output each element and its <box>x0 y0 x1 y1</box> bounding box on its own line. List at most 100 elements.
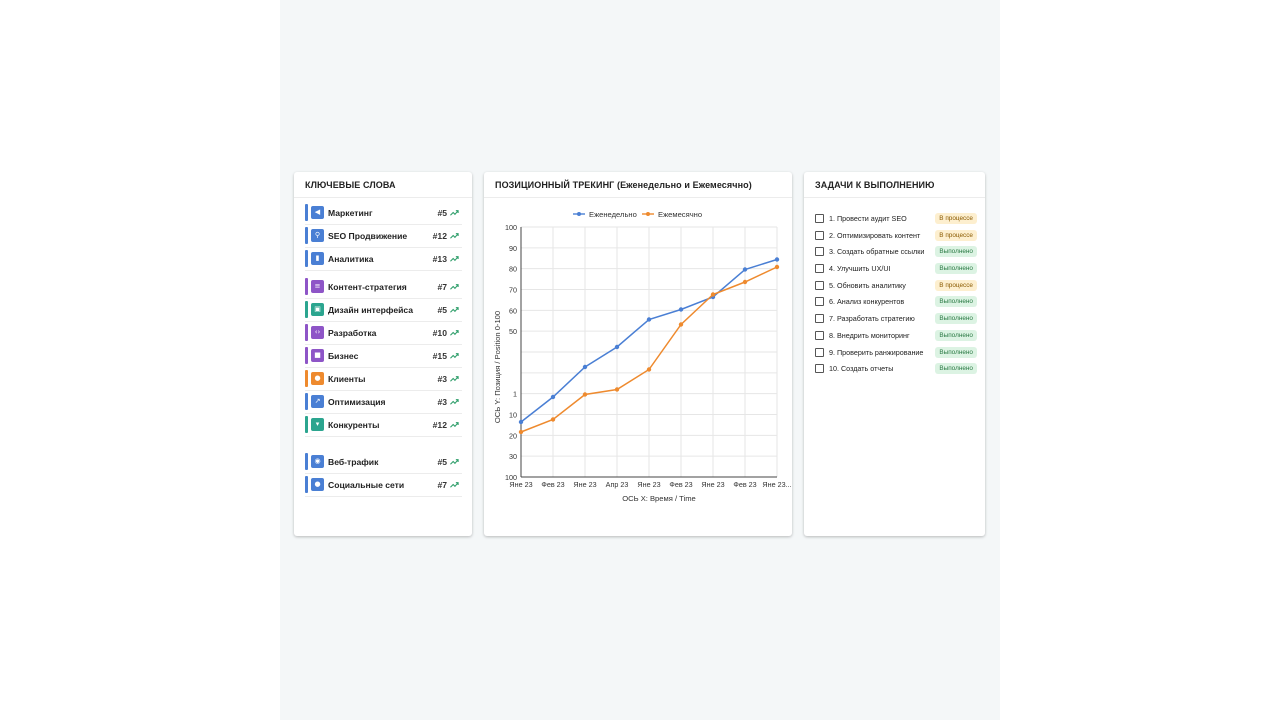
legend-marker <box>646 212 650 216</box>
task-status-badge: Выполнено <box>935 263 977 275</box>
task-item: 10. Создать отчеты Выполнено <box>815 362 977 379</box>
trending-up-icon <box>450 330 459 336</box>
keyword-rank: #12 <box>432 231 447 241</box>
task-checkbox[interactable] <box>815 264 824 274</box>
keyword-item[interactable]: ‹› Разработка #10 <box>305 322 462 345</box>
task-label: 2. Оптимизировать контент <box>829 230 921 240</box>
keyword-accent-bar <box>305 324 308 341</box>
tasks-title: ЗАДАЧИ К ВЫПОЛНЕНИЮ <box>804 172 985 198</box>
trending-up-icon <box>450 210 459 216</box>
trending-up-icon <box>450 353 459 359</box>
keyword-item[interactable]: ◀ Маркетинг #5 <box>305 202 462 225</box>
trending-icon: ↗ <box>311 395 324 408</box>
task-label: 9. Проверить ранжирование <box>829 347 924 357</box>
data-point <box>550 394 556 400</box>
data-point <box>518 419 524 425</box>
data-point <box>614 344 620 350</box>
trending-up-icon <box>450 376 459 382</box>
keyword-item[interactable]: ▮ Аналитика #13 <box>305 248 462 271</box>
x-tick-label: Яне 23 <box>509 480 532 489</box>
task-checkbox[interactable] <box>815 330 824 340</box>
legend-label: Ежемесячно <box>658 210 702 219</box>
tasks-list: 1. Провести аудит SEO В процессе 2. Оптими… <box>815 212 977 379</box>
trending-up-icon <box>450 399 459 405</box>
keyword-rank: #5 <box>437 457 447 467</box>
task-checkbox[interactable] <box>815 364 824 374</box>
keyword-accent-bar <box>305 204 308 221</box>
y-tick-label: 1 <box>513 390 517 399</box>
trending-up-icon <box>450 482 459 488</box>
position-tracking-card: ПОЗИЦИОННЫЙ ТРЕКИНГ (Еженедельно и Ежеме… <box>484 172 792 536</box>
keyword-item[interactable]: ≡ Контент-стратегия #7 <box>305 276 462 299</box>
x-tick-label: Яне 23 <box>637 480 660 489</box>
document-icon: ≡ <box>311 280 324 293</box>
task-checkbox[interactable] <box>815 347 824 357</box>
keyword-label: Маркетинг <box>328 208 373 218</box>
task-label: 5. Обновить аналитику <box>829 280 906 290</box>
task-label: 4. Улучшить UX/UI <box>829 264 891 274</box>
search-icon: ⚲ <box>311 229 324 242</box>
keyword-item[interactable]: ● Клиенты #3 <box>305 368 462 391</box>
task-checkbox[interactable] <box>815 230 824 240</box>
keyword-label: Конкуренты <box>328 420 380 430</box>
task-status-badge: Выполнено <box>935 363 977 375</box>
task-label: 8. Внедрить мониторинг <box>829 330 910 340</box>
keyword-label: Дизайн интерфейса <box>328 305 414 315</box>
keyword-accent-bar <box>305 278 308 295</box>
keyword-rank: #7 <box>437 282 447 292</box>
trending-up-icon <box>450 422 459 428</box>
keyword-item[interactable]: ↗ Оптимизация #3 <box>305 391 462 414</box>
keyword-label: Аналитика <box>328 254 374 264</box>
keyword-label: Оптимизация <box>328 397 386 407</box>
keyword-item[interactable]: ■ Бизнес #15 <box>305 345 462 368</box>
keyword-item[interactable]: ◉ Веб-трафик #5 <box>305 451 462 474</box>
data-point <box>742 267 748 272</box>
task-checkbox[interactable] <box>815 247 824 257</box>
keyword-rank: #13 <box>432 254 447 264</box>
keywords-card: КЛЮЧЕВЫЕ СЛОВА ◀ Маркетинг #5 ⚲ SEO Продвиже… <box>294 172 472 536</box>
keyword-rank: #12 <box>432 420 447 430</box>
keywords-list: ◀ Маркетинг #5 ⚲ SEO Продвижение #12 ▮ Аналитик… <box>305 202 462 497</box>
keyword-rank: #3 <box>437 397 447 407</box>
x-tick-label: Апр 23 <box>606 480 629 489</box>
data-point <box>518 429 524 435</box>
keyword-item[interactable]: ⚲ SEO Продвижение #12 <box>305 225 462 248</box>
y-tick-label: 80 <box>509 265 517 274</box>
keyword-label: Контент-стратегия <box>328 282 407 292</box>
y-tick-label: 60 <box>509 306 517 315</box>
task-label: 1. Провести аудит SEO <box>829 214 907 223</box>
data-point <box>742 279 748 285</box>
chart-title: ПОЗИЦИОННЫЙ ТРЕКИНГ (Еженедельно и Ежеме… <box>484 172 792 198</box>
x-tick-label: Фев 23 <box>669 480 692 489</box>
data-point <box>550 417 556 422</box>
keyword-rank: #7 <box>437 480 447 490</box>
tasks-card: ЗАДАЧИ К ВЫПОЛНЕНИЮ 1. Провести аудит SE… <box>804 172 985 536</box>
task-status-badge: Выполнено <box>935 296 977 308</box>
bar-chart-icon: ▮ <box>311 252 324 265</box>
task-checkbox[interactable] <box>815 280 824 290</box>
task-checkbox[interactable] <box>815 214 824 223</box>
task-item: 5. Обновить аналитику В процессе <box>815 279 977 296</box>
keyword-label: Клиенты <box>328 374 366 384</box>
trending-up-icon <box>450 459 459 465</box>
task-checkbox[interactable] <box>815 314 824 324</box>
data-point <box>614 387 620 392</box>
briefcase-icon: ■ <box>311 349 324 362</box>
keyword-rank: #5 <box>437 208 447 218</box>
data-point <box>646 367 652 372</box>
data-point <box>582 364 588 370</box>
keyword-accent-bar <box>305 393 308 410</box>
keyword-accent-bar <box>305 370 308 387</box>
task-checkbox[interactable] <box>815 297 824 307</box>
task-status-badge: В процессе <box>935 279 977 291</box>
keyword-item[interactable]: ▣ Дизайн интерфейса #5 <box>305 299 462 322</box>
keyword-item[interactable]: ▾ Конкуренты #12 <box>305 414 462 437</box>
keyword-item[interactable]: ● Социальные сети #7 <box>305 474 462 497</box>
y-tick-label: 90 <box>509 244 517 253</box>
x-axis-label: ОСЬ X: Время / Time <box>622 494 696 503</box>
x-tick-label: Фев 23 <box>733 480 756 489</box>
task-item: 7. Разработать стратегию Выполнено <box>815 312 977 329</box>
data-point <box>678 322 684 327</box>
task-item: 4. Улучшить UX/UI Выполнено <box>815 262 977 279</box>
y-tick-label: 10 <box>509 411 517 420</box>
